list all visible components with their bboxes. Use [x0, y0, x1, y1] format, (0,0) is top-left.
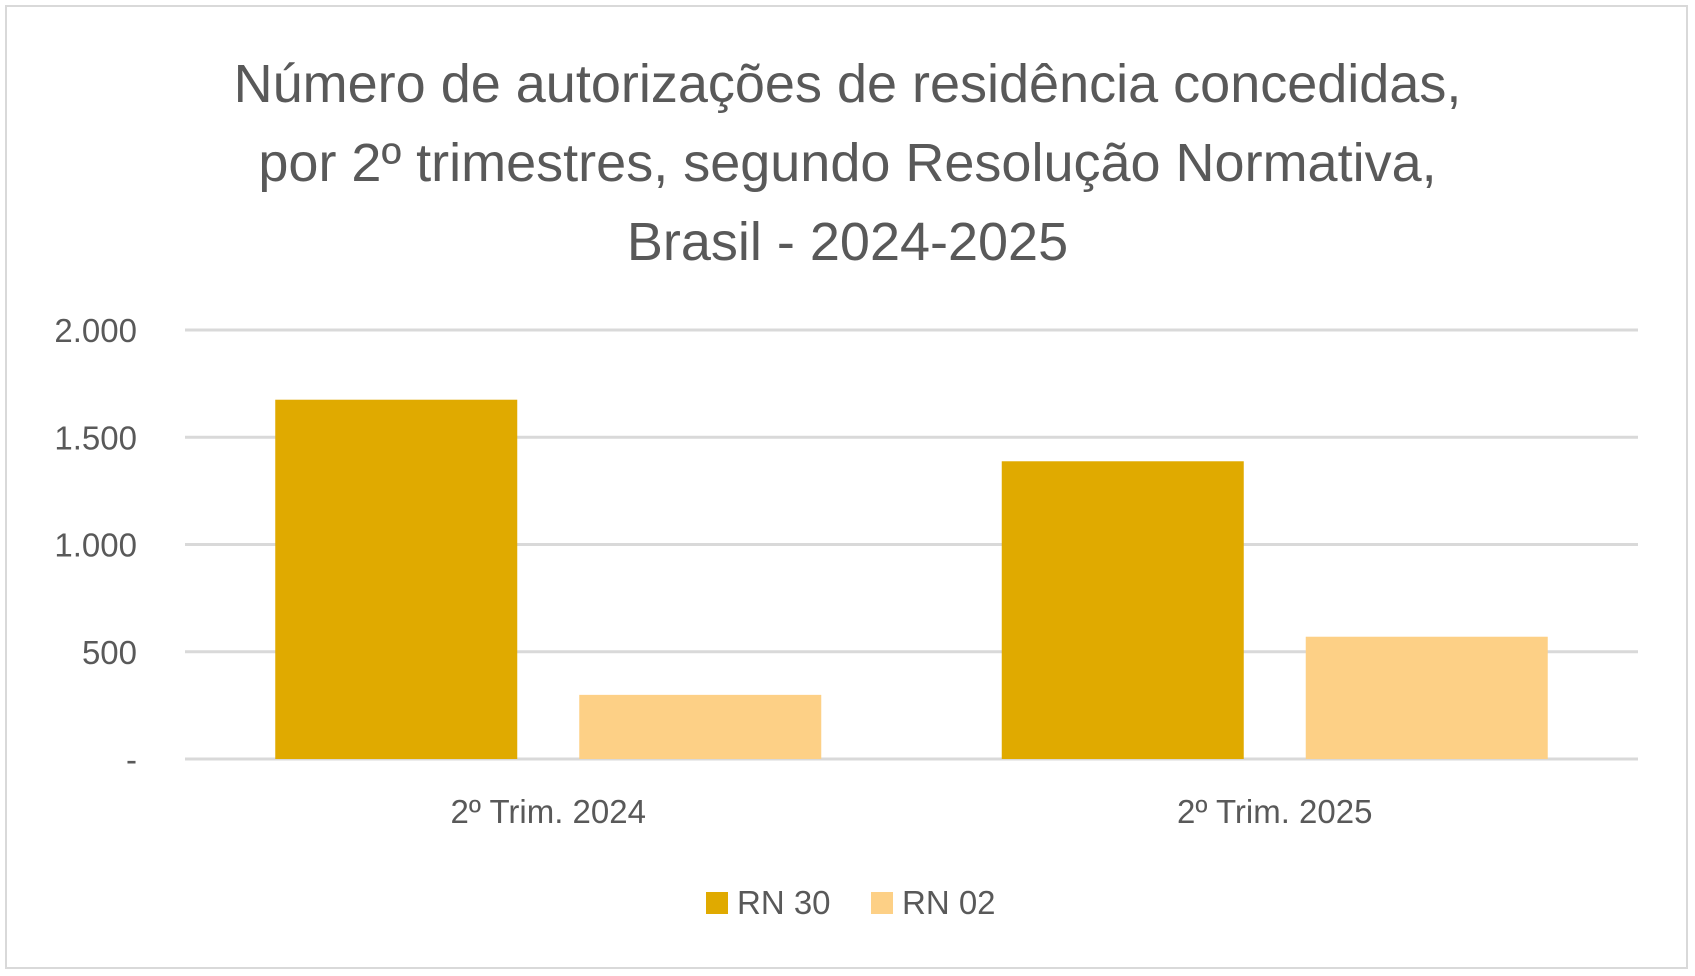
legend-swatch	[871, 892, 893, 914]
legend-label: RN 02	[902, 884, 996, 921]
bar-rn-30	[275, 399, 518, 759]
x-tick-label: 2º Trim. 2024	[451, 793, 646, 830]
title-line: Brasil - 2024-2025	[626, 212, 1069, 272]
chart-frame	[5, 5, 1688, 969]
legend-swatch	[706, 892, 728, 914]
bar-rn-30	[1001, 461, 1244, 759]
title-line: por 2º trimestres, segundo Resolução Nor…	[258, 133, 1437, 193]
bar-rn-02	[1305, 636, 1548, 759]
legend-label: RN 30	[737, 884, 831, 921]
y-tick-label: 2.000	[54, 312, 137, 349]
title-line: Número de autorizações de residência con…	[233, 54, 1462, 114]
y-tick-label: 1.000	[54, 527, 137, 564]
y-tick-label: -	[126, 741, 137, 778]
bar-rn-02	[579, 694, 822, 759]
chart-title: Número de autorizações de residência con…	[0, 45, 1695, 282]
x-tick-label: 2º Trim. 2025	[1177, 793, 1372, 830]
y-tick-label: 500	[82, 634, 137, 671]
y-tick-label: 1.500	[54, 419, 137, 456]
